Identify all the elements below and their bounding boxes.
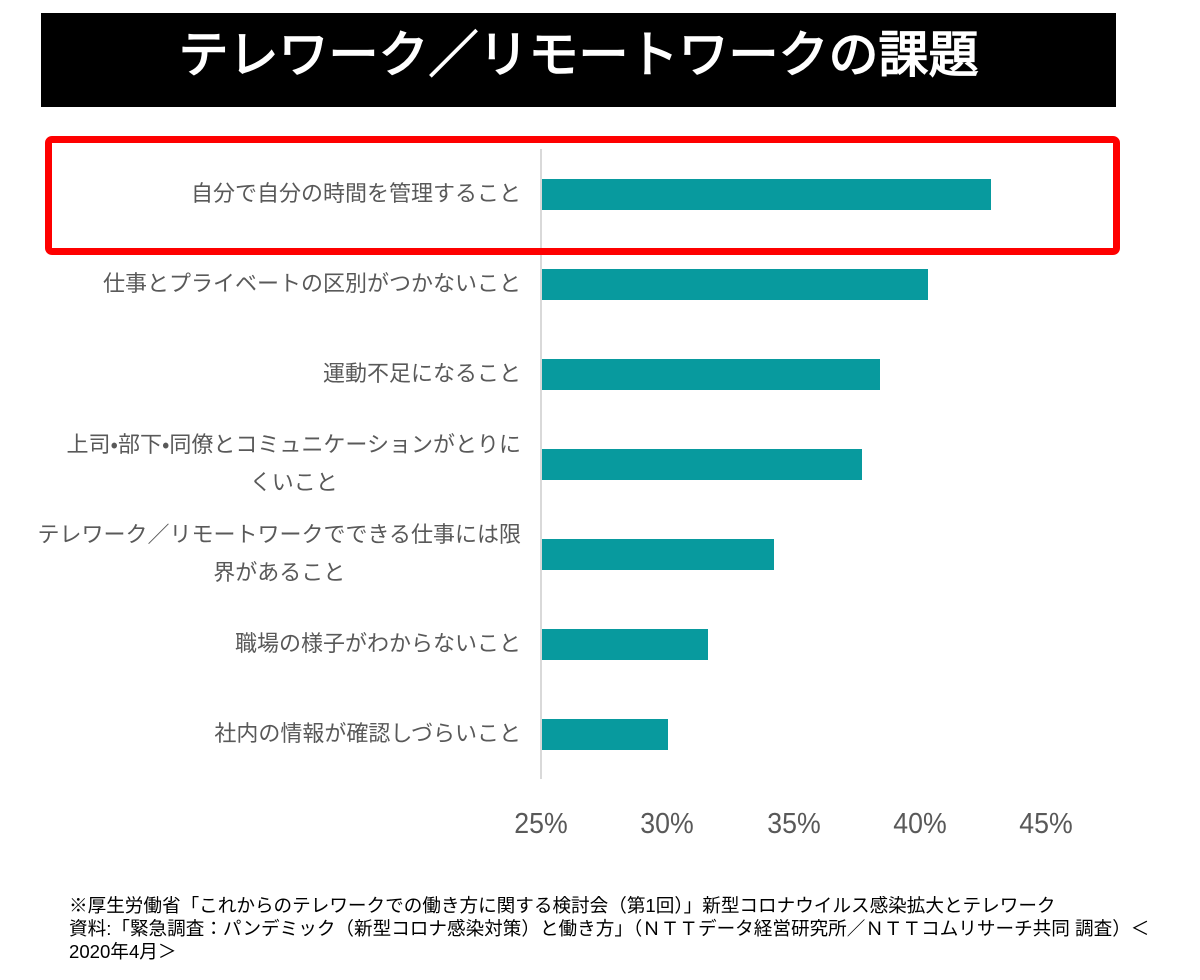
bar xyxy=(541,628,709,660)
source-note-line: 資料:「緊急調査：パンデミック（新型コロナ感染対策）と働き方」（ＮＴＴデータ経営… xyxy=(69,918,1150,939)
category-label: 社内の情報が確認しづらいこと xyxy=(214,721,521,746)
category-label: 仕事とプライベートの区別がつかないこと xyxy=(102,271,521,296)
source-note: ※厚生労働省「これからのテレワークでの働き方に関する検討会（第1回）」新型コロナ… xyxy=(69,894,1149,963)
x-tick-label: 35% xyxy=(766,808,821,840)
x-tick-label: 30% xyxy=(640,808,694,840)
bar xyxy=(541,178,992,210)
bar xyxy=(541,538,774,570)
category-label: 自分で自分の時間を管理すること xyxy=(190,181,521,206)
title-banner: テレワーク／リモートワークの課題 xyxy=(41,13,1116,107)
highlight-box xyxy=(45,136,1120,255)
x-tick-label: 25% xyxy=(514,808,568,840)
bar xyxy=(541,718,668,750)
category-label: 運動不足になること xyxy=(322,361,521,386)
source-note-line: 2020年4月＞ xyxy=(69,941,177,962)
bar xyxy=(541,448,863,480)
value-axis-line xyxy=(539,149,542,779)
chart-title: テレワーク／リモートワークの課題 xyxy=(178,27,979,83)
source-note-line: ※厚生労働省「これからのテレワークでの働き方に関する検討会（第1回）」新型コロナ… xyxy=(69,895,1056,916)
category-label: テレワーク／リモートワークでできる仕事には限 界があること xyxy=(37,522,521,585)
x-tick-label: 45% xyxy=(1019,808,1073,840)
bar xyxy=(541,358,880,390)
x-tick-label: 40% xyxy=(893,808,947,840)
category-label: 上司・部下・同僚とコミュニケーションがとりに くいこと xyxy=(66,432,521,495)
category-label: 職場の様子がわからないこと xyxy=(234,631,521,656)
bar xyxy=(541,268,928,300)
